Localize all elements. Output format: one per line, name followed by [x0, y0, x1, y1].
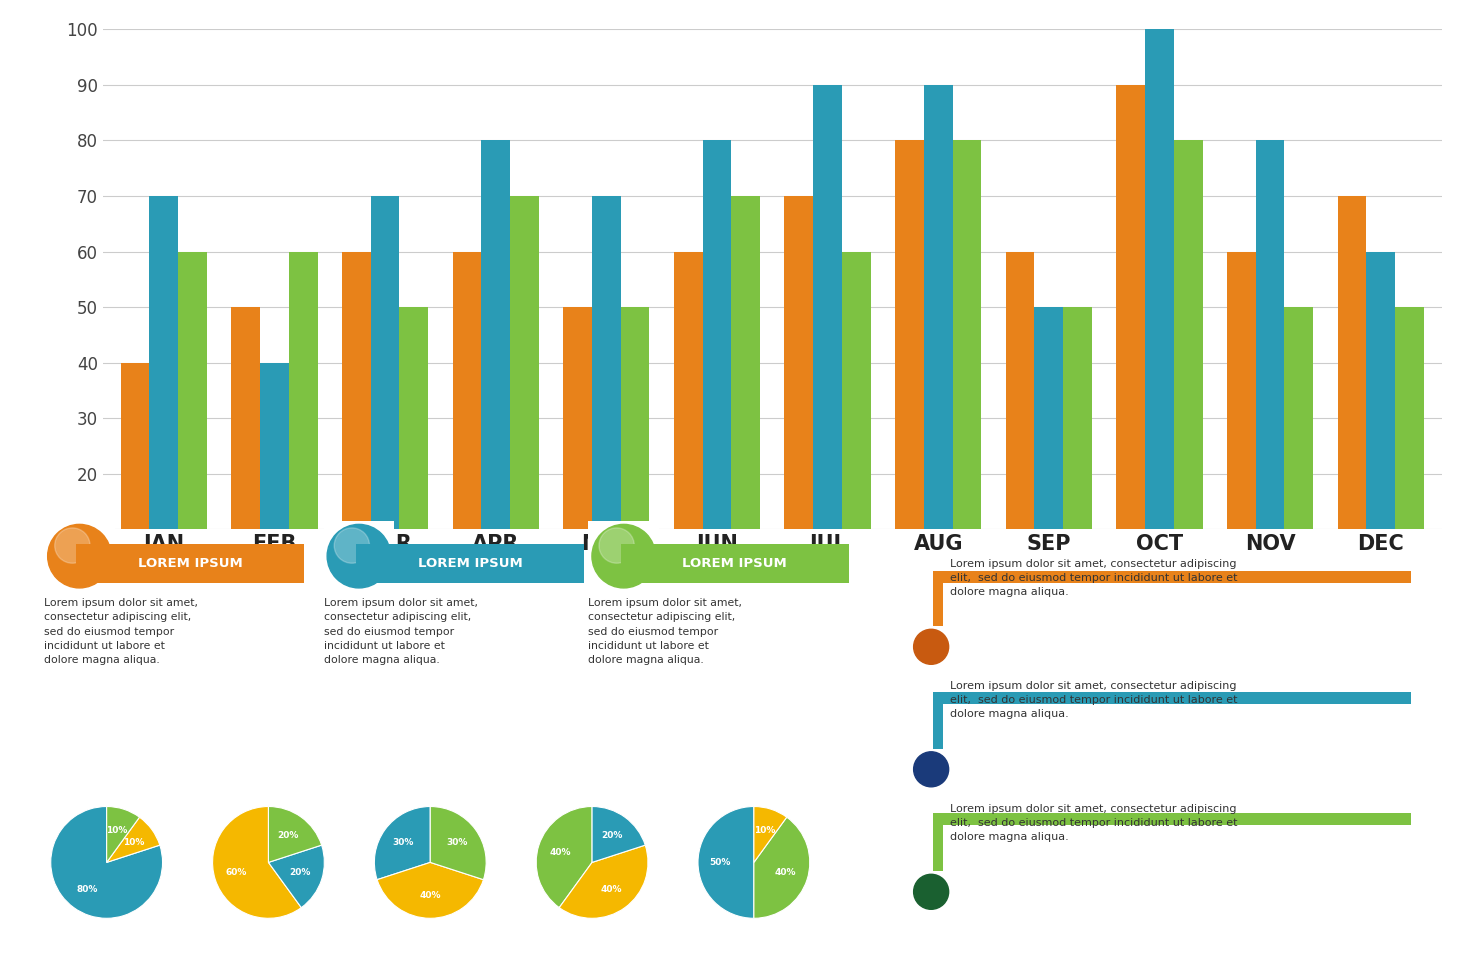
Wedge shape — [377, 862, 484, 918]
Bar — [591, 196, 621, 585]
Text: 40%: 40% — [602, 885, 622, 894]
Wedge shape — [375, 807, 430, 880]
Circle shape — [591, 524, 656, 588]
Bar — [1174, 140, 1203, 585]
Bar — [621, 307, 650, 585]
Bar — [1367, 252, 1395, 585]
Text: LOREM IPSUM: LOREM IPSUM — [418, 557, 522, 570]
Bar — [731, 196, 761, 585]
Bar — [178, 252, 207, 585]
Wedge shape — [559, 845, 647, 918]
Circle shape — [913, 752, 949, 787]
Circle shape — [54, 528, 90, 564]
Bar — [563, 307, 591, 585]
Wedge shape — [697, 807, 755, 918]
Bar — [924, 85, 953, 585]
Bar — [1227, 252, 1256, 585]
Text: 40%: 40% — [775, 868, 796, 877]
Text: Lorem ipsum dolor sit amet,
consectetur adipiscing elit,
sed do eiusmod tempor
i: Lorem ipsum dolor sit amet, consectetur … — [44, 598, 199, 665]
Wedge shape — [213, 807, 302, 918]
Circle shape — [913, 629, 949, 664]
Bar — [1337, 196, 1367, 585]
Circle shape — [599, 528, 634, 564]
Bar — [1284, 307, 1314, 585]
Circle shape — [47, 524, 112, 588]
Bar — [894, 140, 924, 585]
Text: Lorem ipsum dolor sit amet,
consectetur adipiscing elit,
sed do eiusmod tempor
i: Lorem ipsum dolor sit amet, consectetur … — [588, 598, 743, 665]
Bar — [953, 140, 981, 585]
Bar — [510, 196, 538, 585]
Text: 30%: 30% — [447, 838, 468, 847]
Bar — [784, 196, 813, 585]
Bar — [371, 196, 400, 585]
Circle shape — [334, 528, 369, 564]
Text: 80%: 80% — [76, 885, 97, 894]
Wedge shape — [591, 807, 646, 862]
Text: LOREM IPSUM: LOREM IPSUM — [138, 557, 243, 570]
Text: Lorem ipsum dolor sit amet, consectetur adipiscing
elit,  sed do eiusmod tempor : Lorem ipsum dolor sit amet, consectetur … — [950, 559, 1237, 597]
Wedge shape — [430, 807, 485, 880]
Text: 30%: 30% — [393, 838, 413, 847]
Bar — [1116, 85, 1144, 585]
Text: Lorem ipsum dolor sit amet, consectetur adipiscing
elit,  sed do eiusmod tempor : Lorem ipsum dolor sit amet, consectetur … — [950, 681, 1237, 719]
Bar — [1006, 252, 1034, 585]
Wedge shape — [753, 807, 787, 862]
Bar — [1144, 29, 1174, 585]
Text: 20%: 20% — [278, 831, 299, 840]
Circle shape — [327, 524, 391, 588]
Text: 20%: 20% — [602, 831, 622, 840]
Bar — [260, 363, 288, 585]
Bar — [841, 252, 871, 585]
Text: 50%: 50% — [709, 858, 731, 867]
Bar — [400, 307, 428, 585]
Bar — [341, 252, 371, 585]
Bar — [674, 252, 703, 585]
Bar — [121, 363, 150, 585]
Bar — [231, 307, 260, 585]
Bar — [481, 140, 510, 585]
Text: 40%: 40% — [419, 892, 441, 901]
Bar — [1034, 307, 1064, 585]
Bar — [1064, 307, 1091, 585]
Bar — [703, 140, 731, 585]
Text: Lorem ipsum dolor sit amet,
consectetur adipiscing elit,
sed do eiusmod tempor
i: Lorem ipsum dolor sit amet, consectetur … — [324, 598, 478, 665]
Bar — [1395, 307, 1424, 585]
Text: 10%: 10% — [124, 838, 144, 847]
Wedge shape — [106, 817, 160, 862]
Bar — [150, 196, 178, 585]
Wedge shape — [50, 807, 162, 918]
Bar — [813, 85, 841, 585]
Wedge shape — [268, 807, 322, 862]
Circle shape — [913, 874, 949, 909]
Wedge shape — [106, 807, 140, 862]
Wedge shape — [753, 817, 809, 918]
Wedge shape — [537, 807, 591, 907]
Text: 60%: 60% — [227, 868, 247, 877]
Text: 10%: 10% — [106, 826, 128, 835]
Wedge shape — [269, 845, 324, 907]
Text: 40%: 40% — [550, 848, 571, 857]
Bar — [453, 252, 481, 585]
Text: 20%: 20% — [290, 868, 310, 877]
Text: 10%: 10% — [753, 826, 775, 835]
Text: LOREM IPSUM: LOREM IPSUM — [683, 557, 787, 570]
Text: Lorem ipsum dolor sit amet, consectetur adipiscing
elit,  sed do eiusmod tempor : Lorem ipsum dolor sit amet, consectetur … — [950, 804, 1237, 842]
Bar — [288, 252, 318, 585]
Bar — [1256, 140, 1284, 585]
